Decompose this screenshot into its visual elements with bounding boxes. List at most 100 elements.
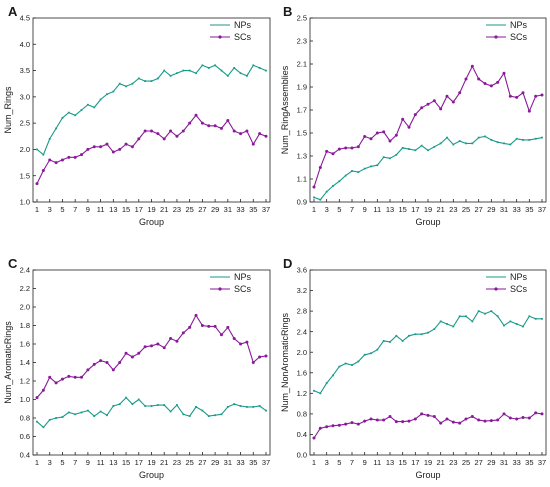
- x-tick-label: 5: [60, 458, 64, 467]
- data-point-nps: [471, 142, 474, 145]
- x-tick-label: 37: [262, 205, 270, 214]
- data-point-nps: [61, 116, 64, 119]
- data-point-scs: [130, 145, 134, 149]
- data-point-nps: [477, 310, 480, 313]
- data-point-nps: [370, 352, 372, 355]
- x-tick-label: 13: [109, 458, 117, 467]
- x-tick-label: 25: [462, 205, 470, 214]
- data-point-scs: [207, 324, 211, 328]
- data-point-nps: [389, 157, 391, 160]
- data-point-scs: [175, 339, 179, 343]
- data-point-nps: [252, 406, 255, 408]
- data-point-scs: [527, 416, 531, 420]
- data-point-scs: [264, 134, 268, 138]
- data-point-nps: [233, 403, 236, 406]
- y-tick-label: 3.6: [297, 266, 307, 275]
- data-point-scs: [350, 146, 354, 150]
- y-tick-label: 1.7: [297, 106, 307, 115]
- x-tick-label: 17: [411, 458, 419, 467]
- data-point-nps: [150, 80, 153, 82]
- data-point-nps: [80, 109, 83, 111]
- x-tick-label: 3: [48, 458, 52, 467]
- series-line-nps: [313, 310, 542, 394]
- x-tick-label: 23: [449, 458, 457, 467]
- data-point-nps: [509, 143, 512, 146]
- data-point-nps: [118, 82, 121, 85]
- series-line-scs: [36, 114, 267, 184]
- series-line-nps: [313, 135, 543, 201]
- data-point-nps: [207, 415, 210, 418]
- x-tick-label: 29: [487, 205, 495, 214]
- data-point-scs: [515, 417, 519, 421]
- data-point-nps: [496, 141, 499, 144]
- x-tick-label: 19: [424, 458, 432, 467]
- data-point-scs: [426, 102, 430, 106]
- x-tick-label: 11: [97, 458, 105, 467]
- legend-marker-scs: [494, 35, 498, 39]
- data-point-nps: [490, 310, 493, 313]
- data-point-scs: [111, 368, 115, 372]
- x-tick-label: 31: [224, 205, 232, 214]
- data-point-nps: [125, 396, 127, 399]
- data-point-nps: [93, 106, 96, 109]
- data-point-nps: [169, 410, 172, 413]
- data-point-scs: [350, 421, 354, 425]
- data-point-scs: [312, 436, 316, 440]
- data-point-nps: [382, 156, 385, 159]
- data-point-scs: [232, 336, 236, 340]
- data-point-scs: [251, 142, 255, 146]
- x-tick-label: 37: [262, 458, 270, 467]
- data-point-nps: [112, 405, 115, 407]
- data-point-nps: [99, 98, 102, 101]
- data-point-nps: [465, 142, 467, 145]
- data-point-nps: [414, 333, 417, 336]
- y-tick-label: 2.3: [297, 37, 307, 46]
- data-point-nps: [370, 165, 372, 168]
- y-tick-label: 2.0: [20, 145, 30, 154]
- data-point-scs: [394, 420, 398, 424]
- data-point-scs: [86, 147, 90, 151]
- data-point-nps: [515, 323, 518, 325]
- y-tick-label: 1.1: [297, 175, 307, 184]
- y-tick-label: 1.6: [297, 368, 307, 377]
- x-tick-label: 3: [325, 205, 329, 214]
- data-point-nps: [439, 320, 442, 323]
- data-point-scs: [540, 93, 544, 97]
- data-point-scs: [439, 421, 443, 425]
- data-point-scs: [451, 100, 455, 104]
- data-point-scs: [318, 166, 322, 169]
- data-point-scs: [483, 82, 487, 86]
- data-point-nps: [446, 323, 448, 325]
- x-tick-label: 13: [386, 458, 394, 467]
- plot-frame: [32, 17, 271, 203]
- data-point-nps: [484, 135, 486, 138]
- data-point-nps: [496, 315, 499, 318]
- data-point-scs: [470, 64, 474, 68]
- data-point-scs: [35, 396, 39, 400]
- data-point-nps: [351, 364, 353, 366]
- x-tick-label: 7: [350, 205, 354, 214]
- data-point-scs: [48, 158, 52, 162]
- y-axis-title: Num_NonAromaticRings: [280, 312, 290, 412]
- data-point-scs: [130, 355, 134, 359]
- data-point-scs: [445, 417, 449, 421]
- data-point-nps: [201, 409, 204, 412]
- y-tick-label: 1.2: [297, 389, 307, 398]
- data-point-scs: [213, 324, 217, 328]
- data-point-scs: [375, 418, 379, 422]
- x-tick-label: 25: [185, 205, 193, 214]
- plot-frame: [309, 17, 547, 203]
- data-point-nps: [484, 312, 486, 315]
- data-point-nps: [265, 409, 267, 412]
- x-axis-title: Group: [139, 470, 164, 480]
- data-point-nps: [357, 360, 360, 363]
- data-point-scs: [200, 121, 204, 125]
- data-point-nps: [395, 334, 398, 337]
- data-point-scs: [363, 134, 367, 138]
- y-tick-label: 1.0: [20, 395, 30, 404]
- data-point-nps: [376, 164, 379, 167]
- data-point-scs: [312, 185, 316, 189]
- y-tick-label: 0.4: [20, 451, 30, 460]
- y-tick-label: 1.5: [297, 129, 307, 138]
